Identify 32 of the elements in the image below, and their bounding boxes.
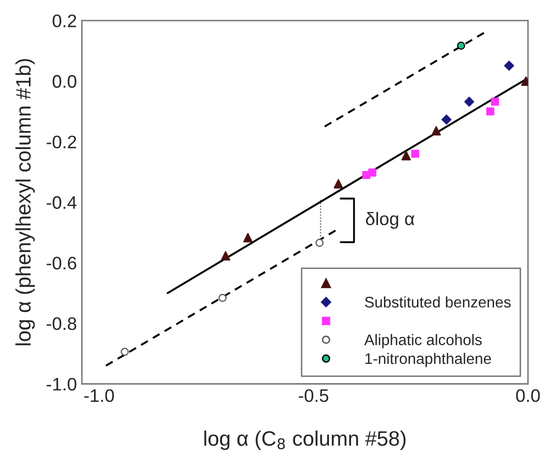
y-tick-label: -1.0 xyxy=(46,378,76,391)
x-tick-label: 0.0 xyxy=(516,389,540,402)
point xyxy=(457,42,466,50)
point xyxy=(220,251,230,261)
point xyxy=(120,348,129,356)
point xyxy=(316,238,324,247)
legend-label: Substituted benzenes xyxy=(364,296,511,308)
y-tick-label: 0.2 xyxy=(52,14,76,28)
x-tick-label: -1.0 xyxy=(84,389,114,402)
y-axis-title: log α (phenylhexyl column #1b) xyxy=(15,59,35,346)
x-axis-title: log α (C$_{8}$ column #58) xyxy=(204,430,406,450)
point xyxy=(431,126,441,136)
y-tick-label: 0.0 xyxy=(52,75,76,88)
point xyxy=(243,232,253,242)
annotation: δlog α xyxy=(366,212,414,229)
legend-label: Aliphatic alcohols xyxy=(364,334,482,348)
y-tick-label: -0.8 xyxy=(46,317,76,330)
x-tick-label: -0.5 xyxy=(298,389,328,402)
point xyxy=(218,294,227,302)
point xyxy=(401,150,411,160)
point xyxy=(334,179,344,188)
y-tick-label: -0.4 xyxy=(46,196,77,209)
point xyxy=(442,114,452,125)
legend-label: 1-nitronaphthalene xyxy=(365,352,491,368)
point xyxy=(411,150,420,158)
point xyxy=(464,96,474,107)
y-tick-label: -0.2 xyxy=(46,136,76,148)
point xyxy=(504,60,514,71)
point xyxy=(362,170,370,179)
point xyxy=(486,107,494,116)
point xyxy=(490,98,499,106)
y-tick-label: -0.6 xyxy=(46,256,76,270)
